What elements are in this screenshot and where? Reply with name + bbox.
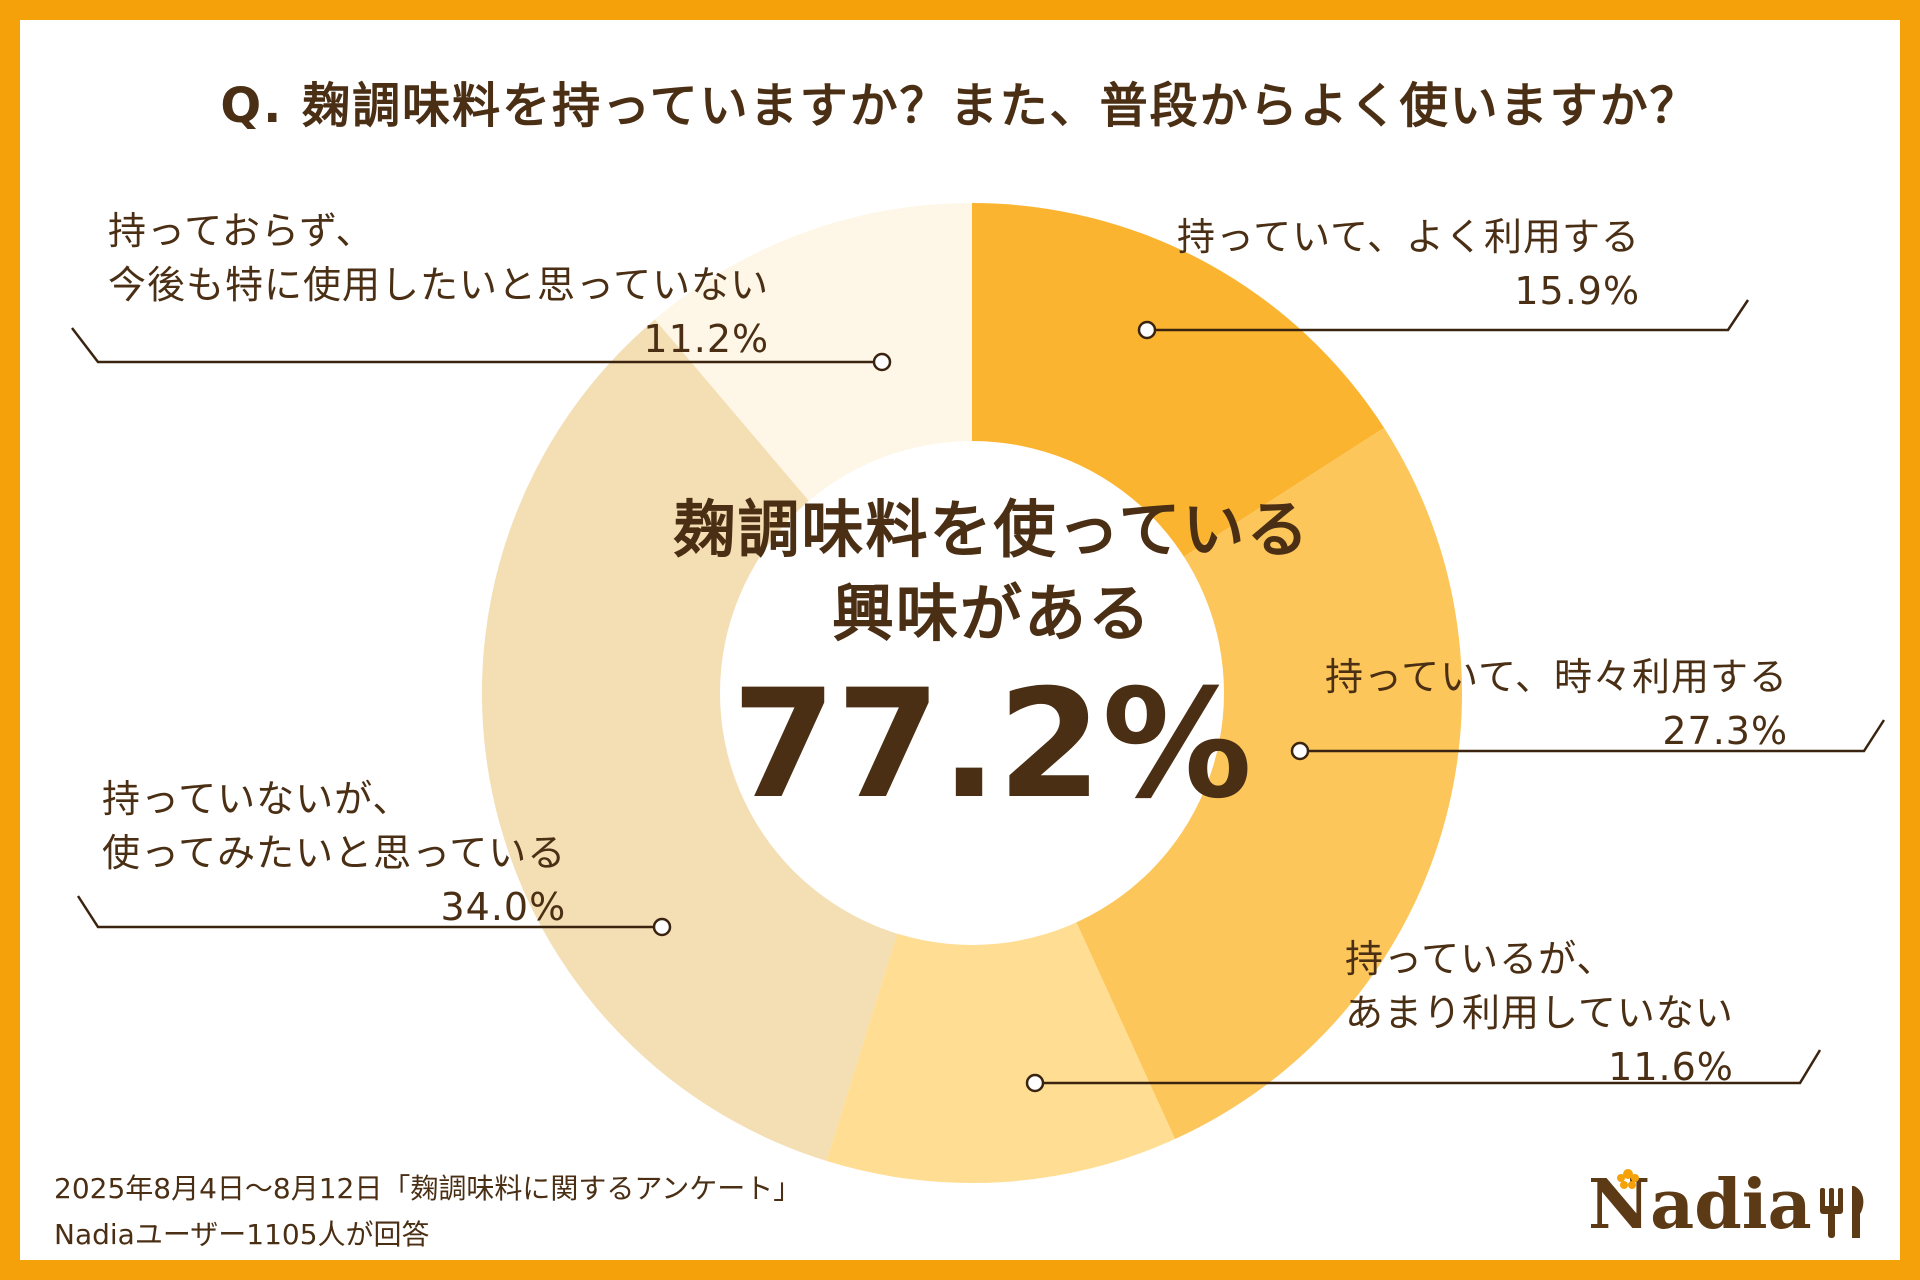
slice-label-1: 持っていて、よく利用する 15.9% (1177, 210, 1640, 318)
infographic-card: Q. 麹調味料を持っていますか？また、普段からよく使いますか？ 持っていて、よく… (20, 20, 1900, 1260)
slice-label-3-value: 11.6% (1608, 1045, 1734, 1089)
leader-dot-4 (652, 917, 672, 937)
center-line-2: 興味がある (831, 577, 1152, 650)
donut-hole (720, 441, 1224, 945)
slice-label-3: 持っているが、 あまり利用していない 11.6% (1345, 932, 1734, 1094)
leader-line-3 (1035, 1049, 1822, 1085)
slice-label-5-value: 11.2% (643, 317, 770, 361)
leader-dot-1 (1137, 320, 1157, 340)
slice-label-4-text2: 使ってみたいと思っている (102, 831, 567, 875)
survey-respondents: Nadiaユーザー1105人が回答 (54, 1218, 430, 1251)
knife-icon (1852, 1186, 1864, 1238)
survey-footnote: 2025年8月4日～8月12日「麹調味料に関するアンケート」 Nadiaユーザー… (54, 1166, 801, 1258)
slice-label-4-value: 34.0% (440, 885, 567, 929)
slice-label-4-text: 持っていないが、 (102, 777, 412, 821)
leader-dot-3 (1025, 1073, 1045, 1093)
slice-label-3-text: 持っているが、 (1345, 937, 1616, 981)
leader-dot-5 (872, 352, 892, 372)
logo-text: Nadia (1588, 1165, 1812, 1245)
survey-period: 2025年8月4日～8月12日「麹調味料に関するアンケート」 (54, 1172, 802, 1205)
question-title: Q. 麹調味料を持っていますか？また、普段からよく使いますか？ (220, 78, 1700, 134)
leader-line-4 (76, 895, 662, 929)
center-value: 77.2% (731, 658, 1253, 832)
leader-line-2 (1300, 719, 1886, 753)
slice-label-5: 持っておらず、 今後も特に使用したいと思っていない 11.2% (108, 204, 769, 366)
nadia-logo: Nadia (1588, 1168, 1878, 1242)
leader-dot-2 (1290, 741, 1310, 761)
slice-label-2-value: 27.3% (1662, 709, 1789, 753)
slice-label-5-text2: 今後も特に使用したいと思っていない (108, 263, 770, 307)
slice-label-1-value: 15.9% (1514, 269, 1641, 313)
leader-line-5 (71, 327, 882, 364)
leader-line-1 (1147, 299, 1750, 332)
pie-slice-2 (972, 427, 1463, 1139)
slice-label-1-text: 持っていて、よく利用する (1177, 215, 1641, 259)
slice-label-5-text: 持っておらず、 (108, 209, 375, 253)
center-summary: 麹調味料を使っている 興味がある 77.2% (632, 488, 1352, 830)
slice-label-2-text: 持っていて、時々利用する (1325, 655, 1789, 699)
slice-label-3-text2: あまり利用していない (1345, 991, 1734, 1035)
slice-label-2: 持っていて、時々利用する 27.3% (1325, 650, 1788, 758)
flower-icon (1617, 1169, 1639, 1189)
fork-icon (1820, 1188, 1843, 1238)
center-line-1: 麹調味料を使っている (673, 493, 1311, 566)
donut-chart (71, 203, 1886, 1184)
slice-label-4: 持っていないが、 使ってみたいと思っている 34.0% (102, 772, 566, 934)
